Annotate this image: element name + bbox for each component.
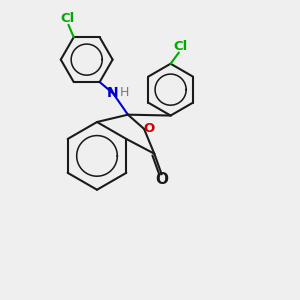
Text: N: N: [107, 86, 118, 100]
Text: Cl: Cl: [173, 40, 188, 52]
Text: H: H: [120, 86, 129, 99]
Text: O: O: [144, 122, 155, 135]
Text: O: O: [156, 172, 169, 187]
Text: Cl: Cl: [61, 12, 75, 25]
